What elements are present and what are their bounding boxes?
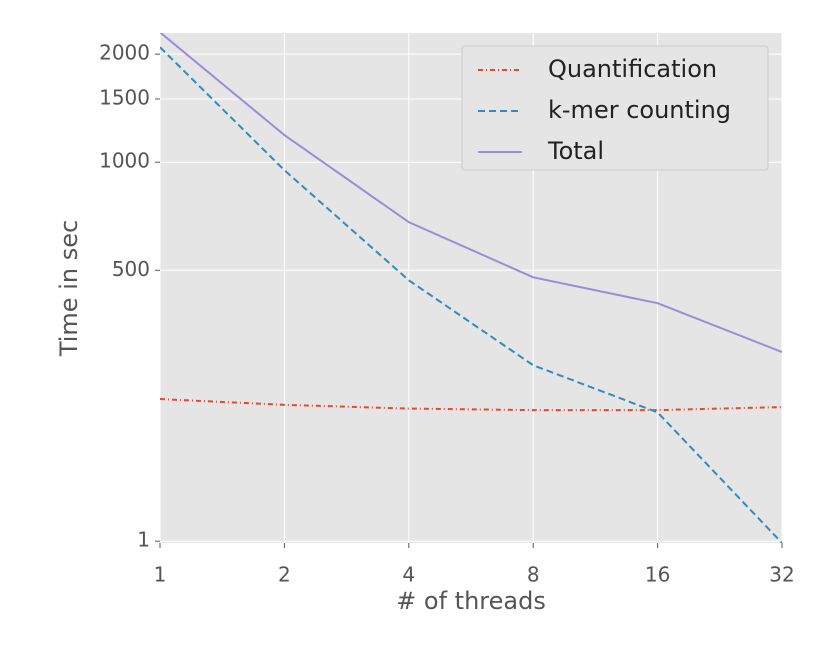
x-tick-label: 32 xyxy=(769,563,794,587)
series-line xyxy=(160,33,782,353)
x-axis-label: # of threads xyxy=(396,587,546,615)
y-tick-label: 1 xyxy=(137,528,150,552)
legend-label: k-mer counting xyxy=(548,96,731,124)
y-tick-label: 1500 xyxy=(99,85,150,109)
series-line xyxy=(160,46,782,543)
y-tick-label: 1000 xyxy=(99,149,150,173)
x-tick-label: 16 xyxy=(645,563,670,587)
y-tick-label: 2000 xyxy=(99,41,150,65)
x-tick-label: 8 xyxy=(527,563,540,587)
x-tick-label: 4 xyxy=(402,563,415,587)
legend-label: Total xyxy=(547,137,604,165)
y-axis-label: Time in sec xyxy=(55,220,83,357)
y-tick-label: 500 xyxy=(112,257,150,281)
series-line xyxy=(160,398,782,412)
x-tick-label: 1 xyxy=(154,563,167,587)
legend-box xyxy=(461,45,769,171)
x-tick-label: 2 xyxy=(278,563,291,587)
legend-label: Quantification xyxy=(548,55,717,83)
